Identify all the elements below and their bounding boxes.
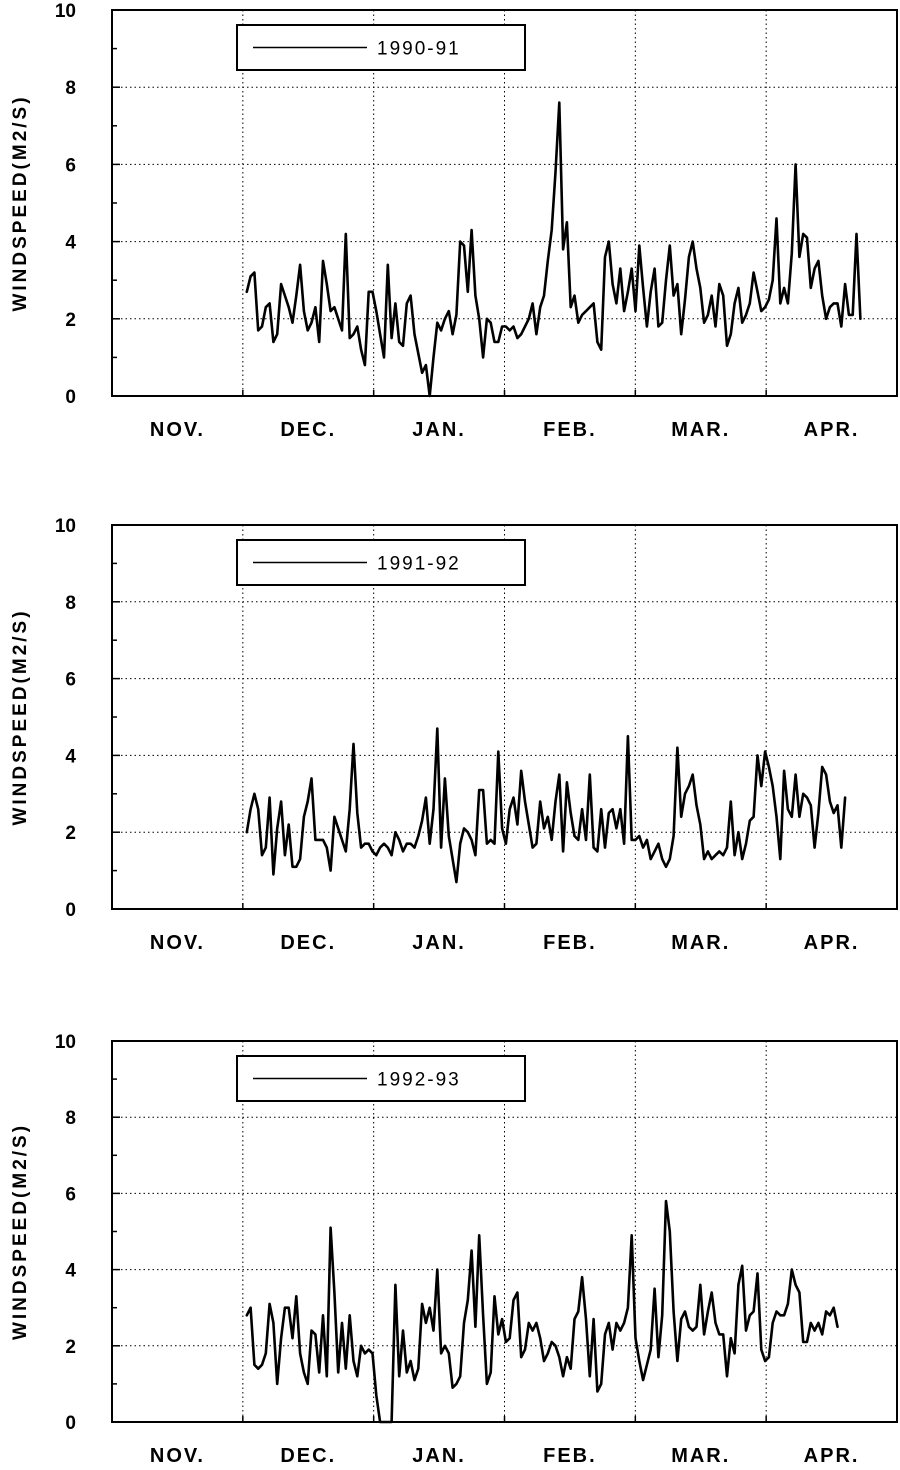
legend-entry: 1990-91 [377,39,461,60]
x-category-label: NOV. [150,1445,205,1467]
y-axis-label: WINDSPEED(M2/S) [10,94,31,311]
x-category-label: MAR. [671,932,730,954]
legend-entry: 1992-93 [377,1070,461,1091]
x-category-label: MAR. [671,1445,730,1467]
series-line-1992-93 [245,1199,839,1424]
y-tick-label: 6 [65,670,76,691]
y-axis-label: WINDSPEED(M2/S) [10,608,31,825]
y-tick-label: 8 [65,78,76,99]
chart-panel-1: 0 2 4 6 8 10 NOV. DEC. JAN. FEB. MAR. APR. WINDSPEED… [10,1,898,441]
x-category-label: NOV. [150,932,205,954]
y-tick-label: 4 [65,746,76,767]
y-tick-label: 8 [65,593,76,614]
x-category-label: FEB. [543,1445,597,1467]
x-category-label: JAN. [412,1445,466,1467]
y-tick-label: 10 [55,1,76,22]
y-tick-label: 2 [65,1337,76,1358]
x-category-label: MAR. [671,419,730,441]
y-tick-label: 8 [65,1108,76,1129]
y-tick-label: 2 [65,823,76,844]
x-category-label: DEC. [280,1445,336,1467]
x-category-label: APR. [804,1445,860,1467]
series-line-1991-92 [245,727,847,884]
legend-entry: 1991-92 [377,554,461,575]
plot-frame [111,9,898,397]
x-category-label: JAN. [412,932,466,954]
x-category-label: APR. [804,419,860,441]
y-tick-label: 0 [65,900,76,921]
y-tick-label: 0 [65,387,76,408]
y-tick-label: 6 [65,1184,76,1205]
x-category-label: FEB. [543,419,597,441]
x-category-label: APR. [804,932,860,954]
y-tick-label: 2 [65,310,76,331]
y-tick-label: 10 [55,516,76,537]
plot-frame [111,524,898,910]
y-tick-label: 10 [55,1032,76,1053]
y-axis-label: WINDSPEED(M2/S) [10,1123,31,1340]
y-tick-label: 0 [65,1413,76,1434]
x-category-label: NOV. [150,419,205,441]
chart-panel-3: 0 2 4 6 8 10 NOV. DEC. JAN. FEB. MAR. APR. WINDSPEED… [10,1032,898,1467]
y-tick-label: 6 [65,155,76,176]
x-category-label: DEC. [280,419,336,441]
chart-panel-2: 0 2 4 6 8 10 NOV. DEC. JAN. FEB. MAR. APR. WINDSPEED… [10,516,898,954]
plot-frame [111,1040,898,1423]
x-category-label: JAN. [412,419,466,441]
y-tick-label: 4 [65,233,76,254]
x-category-label: FEB. [543,932,597,954]
y-tick-label: 4 [65,1261,76,1282]
series-line-1990-91 [245,101,862,398]
x-category-label: DEC. [280,932,336,954]
